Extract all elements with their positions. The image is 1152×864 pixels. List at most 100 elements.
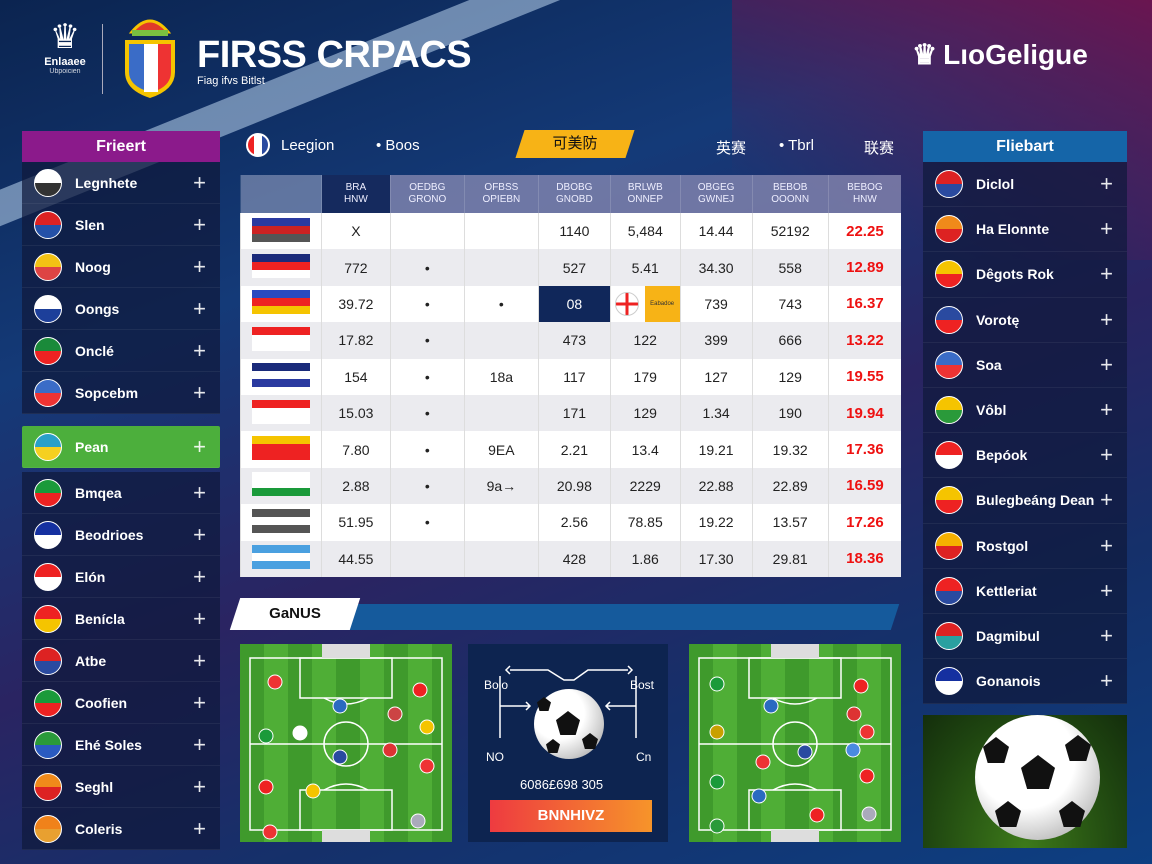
plus-icon[interactable]: + (1100, 216, 1113, 242)
player-marker[interactable] (267, 674, 283, 690)
tab-3[interactable]: 联赛 (864, 140, 895, 157)
sidebar-item[interactable]: Pean + (22, 426, 220, 468)
player-marker[interactable] (258, 779, 274, 795)
plus-icon[interactable]: + (1100, 668, 1113, 694)
player-marker[interactable] (709, 818, 725, 834)
sidebar-item[interactable]: Vôbl + (923, 387, 1127, 434)
player-marker[interactable] (332, 749, 348, 765)
column-header[interactable]: BEBOB OOONN (751, 175, 829, 213)
column-header[interactable]: OFBSS OPIEBN (463, 175, 539, 213)
table-row[interactable]: 51.95 • 2.56 78.85 19.22 13.57 17.26 (240, 504, 901, 541)
player-marker[interactable] (853, 678, 869, 694)
player-marker[interactable] (262, 824, 278, 840)
sidebar-item[interactable]: Bepóok + (923, 433, 1127, 479)
sidebar-item[interactable]: Ehé Soles + (22, 724, 220, 766)
sidebar-item[interactable]: Benícla + (22, 598, 220, 640)
sidebar-item[interactable]: Seghl + (22, 766, 220, 808)
plus-icon[interactable]: + (193, 433, 206, 459)
sidebar-item[interactable]: Dêgots Rok + (923, 252, 1127, 298)
plus-icon[interactable]: + (193, 479, 206, 505)
player-marker[interactable] (709, 774, 725, 790)
table-row[interactable]: 17.82 • 473 122 399 666 13.22 (240, 322, 901, 359)
player-marker[interactable] (419, 719, 435, 735)
player-marker[interactable] (332, 698, 348, 714)
sidebar-item[interactable]: Onclé + (22, 330, 220, 372)
plus-icon[interactable]: + (193, 605, 206, 631)
player-marker[interactable] (419, 758, 435, 774)
sidebar-item[interactable]: Kettleriat + (923, 568, 1127, 614)
column-header[interactable]: OBGEG GWNEJ (679, 175, 753, 213)
sidebar-item[interactable]: Atbe + (22, 640, 220, 682)
player-marker[interactable] (859, 768, 875, 784)
column-header[interactable]: BRLWB ONNEP (609, 175, 681, 213)
tab-1[interactable]: 英赛 (716, 140, 747, 157)
plus-icon[interactable]: + (1100, 622, 1113, 648)
player-marker[interactable] (410, 813, 426, 829)
plus-icon[interactable]: + (1100, 577, 1113, 603)
column-header[interactable]: DBOBG GNOBD (537, 175, 611, 213)
sidebar-item[interactable]: Noog + (22, 246, 220, 288)
sidebar-item[interactable]: Diclol + (923, 162, 1127, 208)
sidebar-item[interactable]: Rostgol + (923, 523, 1127, 569)
table-row[interactable]: 15.03 • 171 129 1.34 190 19.94 (240, 394, 901, 432)
plus-icon[interactable]: + (193, 253, 206, 279)
sidebar-item[interactable]: Elón + (22, 556, 220, 598)
player-marker[interactable] (763, 698, 779, 714)
plus-icon[interactable]: + (1100, 442, 1113, 468)
plus-icon[interactable]: + (193, 647, 206, 673)
tab-2[interactable]: • Tbrl (779, 137, 814, 154)
player-marker[interactable] (292, 725, 308, 741)
table-row[interactable]: 7.80 • 9EA 2.21 13.4 19.21 19.32 17.36 (240, 431, 901, 468)
plus-icon[interactable]: + (1100, 351, 1113, 377)
player-marker[interactable] (809, 807, 825, 823)
boos-tab[interactable]: • Boos (376, 137, 420, 154)
table-row[interactable]: 772 • 527 5.41 34.30 558 12.89 (240, 249, 901, 286)
sidebar-item[interactable]: Oongs + (22, 288, 220, 330)
table-row[interactable]: 44.55 428 1.86 17.30 29.81 18.36 (240, 540, 901, 577)
sidebar-item[interactable]: Beodrioes + (22, 514, 220, 556)
plus-icon[interactable]: + (193, 815, 206, 841)
table-row[interactable]: 2.88 • 9a→ 20.98 2229 22.88 22.89 16.59 (240, 467, 901, 505)
sidebar-item[interactable]: Dagmibul + (923, 613, 1127, 660)
player-marker[interactable] (755, 754, 771, 770)
column-header[interactable]: OEDBG GRONO (389, 175, 465, 213)
plus-icon[interactable]: + (1100, 306, 1113, 332)
plus-icon[interactable]: + (1100, 487, 1113, 513)
plus-icon[interactable]: + (193, 563, 206, 589)
plus-icon[interactable]: + (193, 689, 206, 715)
sidebar-item[interactable]: Bmqea + (22, 472, 220, 514)
league-tab[interactable]: Leegion (281, 137, 335, 154)
player-marker[interactable] (709, 676, 725, 692)
player-marker[interactable] (859, 724, 875, 740)
table-row[interactable]: 154 • 18a 117 179 127 129 19.55 (240, 358, 901, 395)
sidebar-item[interactable]: Legnhete + (22, 162, 220, 204)
plus-icon[interactable]: + (193, 731, 206, 757)
player-marker[interactable] (709, 724, 725, 740)
sidebar-item[interactable]: Coleris + (22, 808, 220, 850)
plus-icon[interactable]: + (193, 337, 206, 363)
plus-icon[interactable]: + (1100, 171, 1113, 197)
plus-icon[interactable]: + (193, 211, 206, 237)
player-marker[interactable] (797, 744, 813, 760)
match-action-button[interactable]: BNNHIVZ (490, 800, 652, 832)
table-row[interactable]: X 1140 5,484 14.44 52192 22.25 (240, 213, 901, 250)
player-marker[interactable] (387, 706, 403, 722)
player-marker[interactable] (305, 783, 321, 799)
plus-icon[interactable]: + (1100, 261, 1113, 287)
sidebar-item[interactable]: Soa + (923, 342, 1127, 388)
sidebar-item[interactable]: Gonanois + (923, 659, 1127, 705)
plus-icon[interactable]: + (193, 295, 206, 321)
sidebar-item[interactable]: Slen + (22, 204, 220, 246)
plus-icon[interactable]: + (193, 521, 206, 547)
player-marker[interactable] (258, 728, 274, 744)
sidebar-item[interactable]: Bulegbeáng Dean + (923, 478, 1127, 524)
player-marker[interactable] (412, 682, 428, 698)
column-header[interactable]: BEBOG HNW (827, 175, 901, 213)
plus-icon[interactable]: + (193, 169, 206, 195)
plus-icon[interactable]: + (193, 773, 206, 799)
player-marker[interactable] (861, 806, 877, 822)
player-marker[interactable] (846, 706, 862, 722)
sidebar-item[interactable]: Coofien + (22, 682, 220, 724)
plus-icon[interactable]: + (1100, 532, 1113, 558)
player-marker[interactable] (382, 742, 398, 758)
